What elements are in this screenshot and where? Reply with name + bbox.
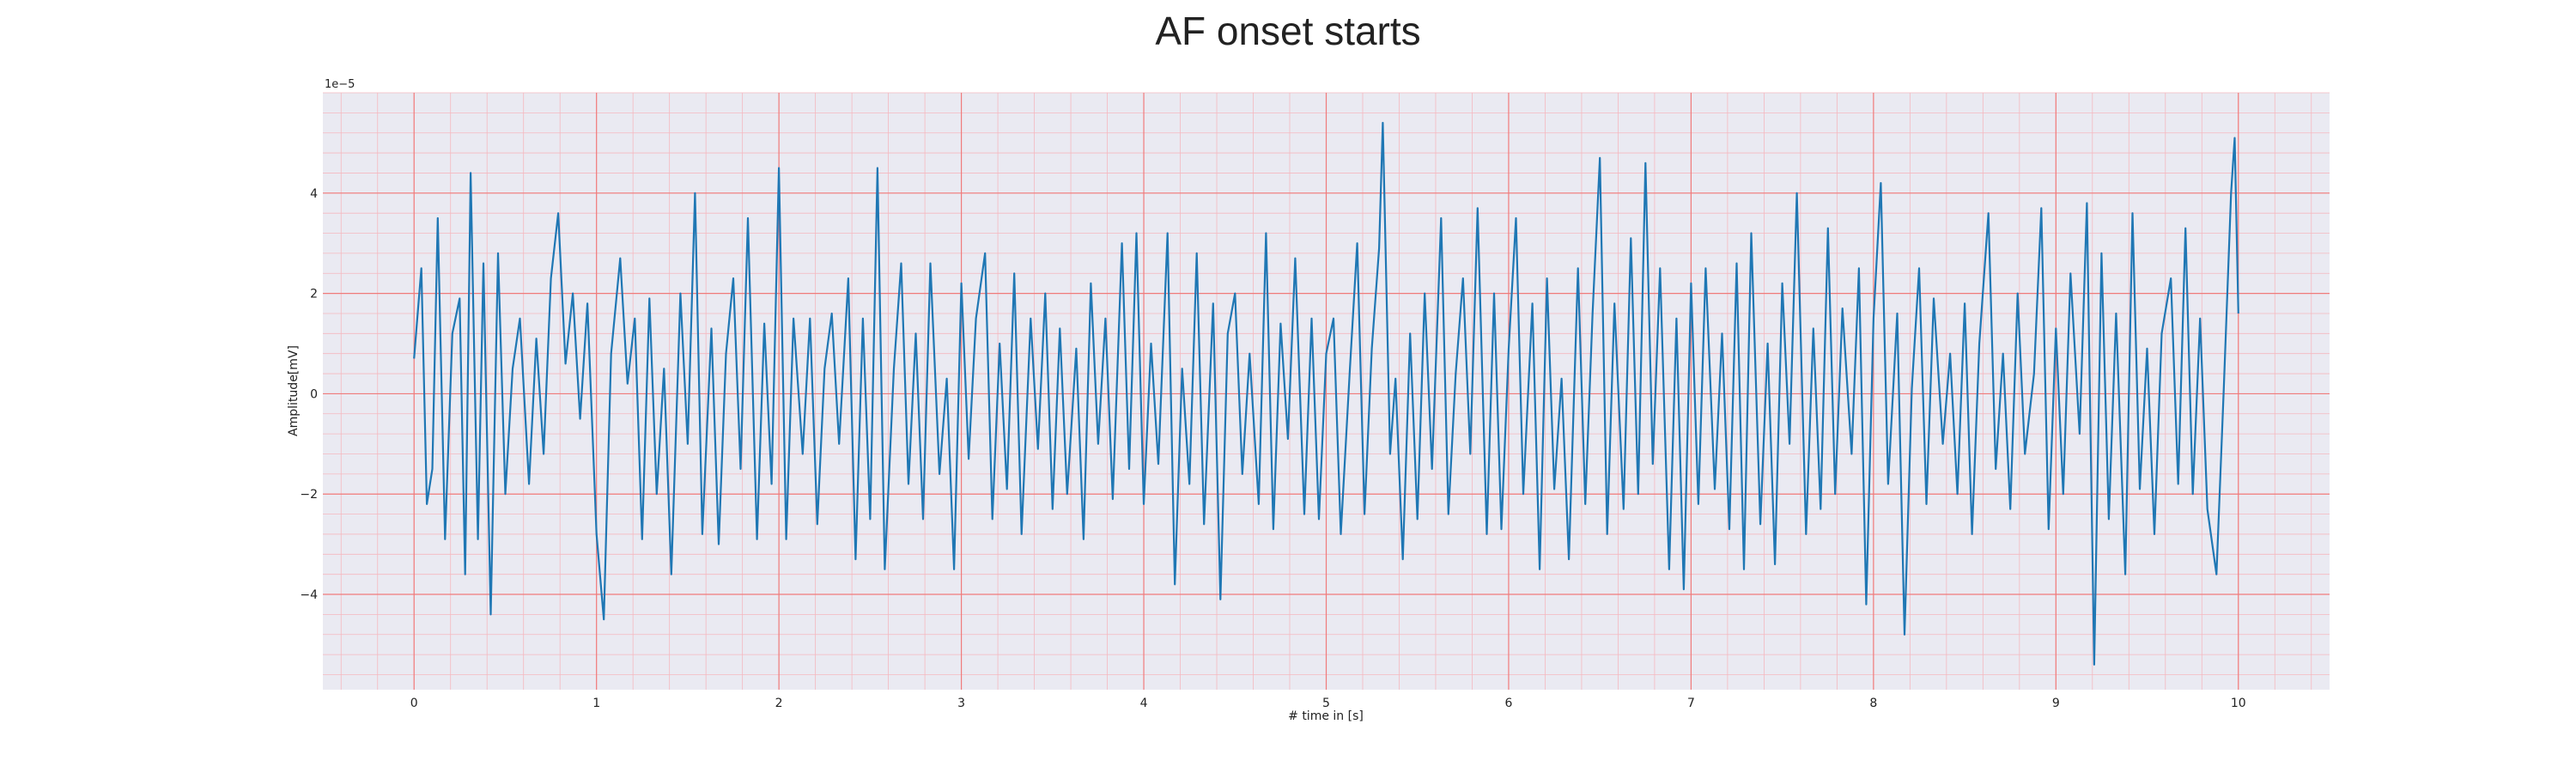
y-tick-label: 0 bbox=[310, 387, 318, 401]
x-tick-label: 2 bbox=[775, 697, 783, 710]
x-tick-label: 10 bbox=[2231, 697, 2246, 710]
y-tick-labels: −4 −2 0 2 4 bbox=[300, 187, 318, 602]
x-tick-label: 9 bbox=[2052, 697, 2060, 710]
x-tick-label: 7 bbox=[1687, 697, 1695, 710]
chart-title: AF onset starts bbox=[1155, 9, 1420, 53]
x-tick-label: 3 bbox=[957, 697, 965, 710]
y-offset-label: 1e−5 bbox=[325, 78, 355, 91]
x-tick-label: 8 bbox=[1869, 697, 1877, 710]
y-tick-label: 2 bbox=[310, 288, 318, 301]
y-tick-label: −2 bbox=[300, 488, 318, 502]
y-tick-label: −4 bbox=[300, 588, 318, 602]
x-tick-label: 1 bbox=[592, 697, 600, 710]
x-tick-label: 5 bbox=[1322, 697, 1330, 710]
x-tick-label: 4 bbox=[1140, 697, 1148, 710]
y-tick-label: 4 bbox=[310, 187, 318, 201]
series-line bbox=[413, 121, 2239, 666]
x-tick-label: 0 bbox=[410, 697, 418, 710]
x-axis-label: # time in [s] bbox=[1288, 709, 1364, 723]
y-axis-label: Amplitude[mV] bbox=[287, 345, 301, 436]
x-tick-labels: 0 1 2 3 4 5 6 7 8 9 10 bbox=[410, 697, 2246, 710]
x-tick-label: 6 bbox=[1504, 697, 1512, 710]
